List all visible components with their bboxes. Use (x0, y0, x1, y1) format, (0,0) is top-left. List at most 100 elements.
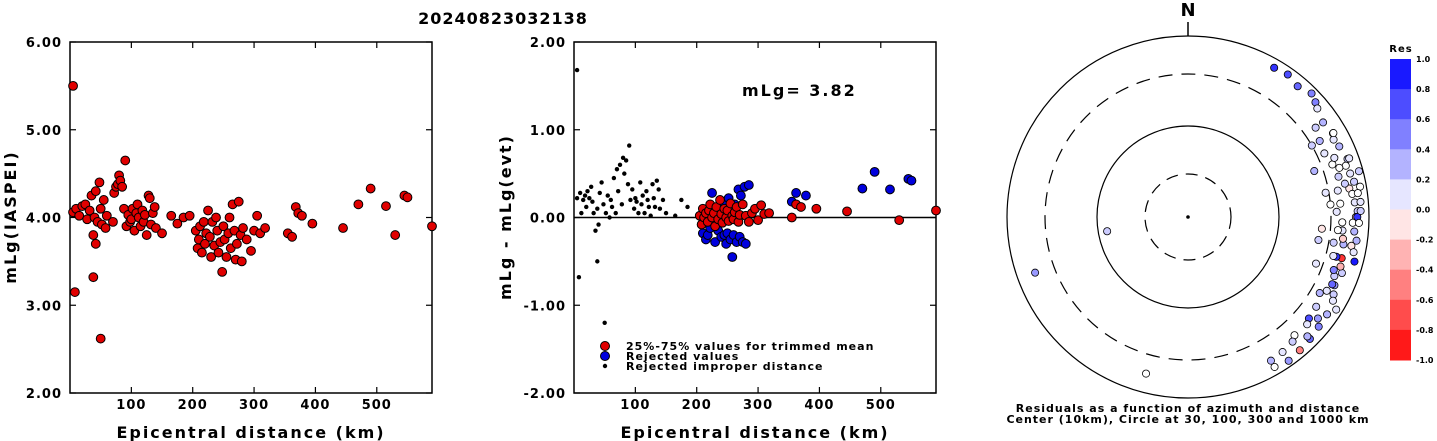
plot2-point-improper (654, 178, 660, 183)
polar-point (1314, 322, 1323, 331)
polar-point (1345, 154, 1354, 163)
plot2-point-rejected (857, 183, 868, 194)
legend-label-trimmed: 25%-75% values for trimmed mean (626, 340, 874, 353)
plot1-point (150, 223, 161, 233)
colorbar-block (1390, 239, 1411, 271)
plot2-point-improper (602, 320, 607, 325)
plot2-point-rejected (885, 184, 895, 195)
plot1-point (390, 230, 401, 240)
legend-label-improper: Rejected improper distance (626, 360, 823, 373)
polar-point (1350, 177, 1359, 186)
plot2-xtick-label: 200 (682, 398, 712, 413)
polar-point (1321, 188, 1330, 197)
plot2-point-improper (657, 206, 663, 211)
polar-point (1303, 332, 1312, 341)
plot1-point (353, 199, 364, 210)
colorbar-tick-label: 0.0 (1416, 206, 1431, 215)
plot1-point (149, 202, 160, 212)
plot2-point-improper (587, 195, 592, 201)
polar-point (1336, 262, 1345, 271)
polar-point (1346, 169, 1355, 178)
polar-point (1354, 167, 1363, 176)
plot2-point-improper (631, 206, 637, 211)
legend-marker-improper (602, 363, 608, 369)
plot1-point (98, 195, 109, 205)
plot2-point-improper (590, 199, 595, 204)
plot2-point-improper (627, 143, 632, 148)
plot2-point-improper (585, 188, 590, 194)
plot1-point (381, 201, 391, 211)
plot2-annotation: mLg= 3.82 (742, 81, 857, 100)
plot2-point-improper (645, 197, 650, 203)
polar-point (1332, 305, 1341, 314)
colorbar-tick-label: -0.6 (1416, 296, 1434, 305)
plot2-legend: 25%-75% values for trimmed mean Rejected… (600, 340, 874, 373)
plot2-point-improper (595, 259, 600, 264)
plot1-point (95, 333, 106, 344)
plot2-ticks: 100 200 300 400 500 -2.00 -1.00 0.00 1.00 2.00 (524, 36, 936, 413)
plot2-ytick-label: 0.00 (530, 212, 566, 227)
polar-residual-plot: N Residuals as a function of azimuth and… (1006, 0, 1370, 426)
polar-point (1317, 224, 1326, 233)
plot1-point (141, 230, 152, 240)
plot2-point-improper (596, 222, 601, 227)
polar-point (1270, 63, 1279, 72)
plot1-point (260, 223, 271, 233)
polar-point (1142, 369, 1151, 378)
plot2-point-improper (630, 187, 635, 192)
plot1-point (157, 228, 167, 239)
plot2-point-improper (581, 197, 586, 203)
plot1-ticks: 100 200 300 400 500 2.00 3.00 4.00 5.00 6.00 (26, 36, 432, 413)
plot1-point (197, 247, 207, 258)
plot1-point (100, 223, 111, 233)
station-center (1186, 215, 1190, 219)
plot2-point-rejected (710, 237, 721, 247)
plot2-point-improper (651, 195, 656, 201)
plot1-point (117, 181, 128, 192)
colorbar-block (1390, 149, 1411, 180)
plot2-ylabel: mLg - mLg(evt) (496, 134, 515, 300)
plot1-point (172, 218, 183, 229)
plot2-point-rejected (707, 188, 717, 198)
polar-point (1278, 348, 1287, 357)
plot1-point (204, 231, 215, 242)
plot1-point (90, 186, 101, 197)
polar-point (1328, 160, 1337, 169)
polar-points (1031, 63, 1365, 378)
polar-point (1293, 82, 1302, 91)
colorbar-block (1390, 269, 1411, 301)
plot1-points (68, 80, 437, 344)
polar-point (1329, 135, 1338, 144)
polar-point (1330, 153, 1339, 162)
plot1-point (427, 221, 437, 232)
polar-point (1283, 70, 1292, 79)
plot2-point-improper (603, 210, 609, 216)
polar-point (1313, 314, 1322, 323)
plot1-point (198, 216, 209, 227)
plot1-ytick-label: 2.00 (26, 387, 62, 402)
plot1-ytick-label: 5.00 (26, 124, 62, 139)
polar-point (1350, 227, 1359, 236)
plot2-point-improper (588, 184, 594, 189)
plot2-point-rejected (791, 188, 802, 198)
plot1-point (246, 245, 256, 256)
polar-point (1356, 197, 1365, 206)
polar-point (1334, 172, 1343, 181)
colorbar-tick-label: 0.4 (1416, 145, 1431, 154)
plot2-point (743, 216, 754, 227)
plot1-xlabel: Epicentral distance (km) (116, 423, 385, 441)
polar-point (1336, 199, 1345, 208)
plot1-point (402, 192, 413, 203)
plot2-xtick-label: 400 (804, 398, 834, 413)
plot1-point (101, 210, 112, 221)
polar-point (1329, 266, 1338, 275)
plot2-point-improper (574, 67, 580, 73)
plot2-point-improper (615, 188, 621, 194)
plot2-point (715, 195, 725, 205)
plot1-ylabel: mLg(IASPEI) (1, 150, 20, 283)
plot2-point-improper (644, 188, 649, 194)
figure-title: 20240823032138 (418, 9, 588, 28)
plot1-xtick-label: 200 (178, 398, 208, 413)
ring-30km (1144, 173, 1232, 261)
plot2-xtick-label: 300 (743, 398, 773, 413)
